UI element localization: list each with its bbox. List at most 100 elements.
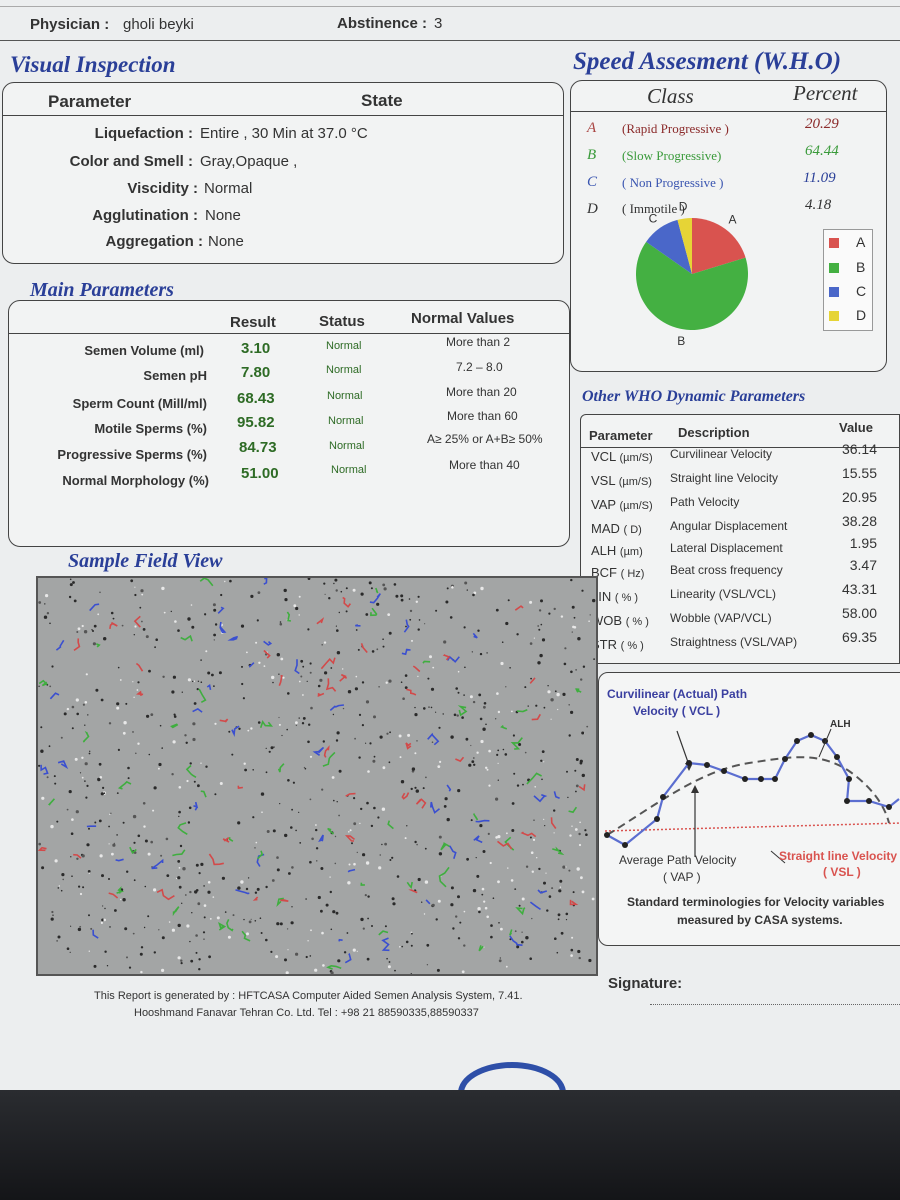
- dyn-desc-8: Straightness (VSL/VAP): [670, 635, 798, 649]
- speed-letter-c: C: [587, 174, 598, 190]
- legend-label-c: C: [856, 283, 867, 299]
- vap-label-line1: Average Path Velocity: [619, 853, 737, 867]
- field-particles: [38, 578, 596, 974]
- dyn-unit: ( Hz): [620, 568, 645, 580]
- col-parameter: Parameter: [48, 92, 132, 111]
- vcl-points: [604, 732, 892, 848]
- dyn-value-0: 36.14: [841, 441, 877, 457]
- footer-line1: This Report is generated by : HFTCASA Co…: [94, 990, 523, 1002]
- vsl-label-line1: Straight line Velocity: [779, 849, 898, 863]
- pie-slice-b: [636, 241, 748, 330]
- dyn-param-4: ALH (µm): [591, 543, 643, 558]
- vi-label-2: Viscidity :: [127, 180, 198, 197]
- mp-status-2: Normal: [327, 390, 363, 402]
- report-paper: Physician : gholi beyki Abstinence : 3 V…: [0, 0, 900, 1090]
- speed-percent-a: 20.29: [805, 116, 839, 132]
- main-parameters-box: Result Status Normal Values Semen Volume…: [8, 300, 570, 547]
- alh-label: ALH: [830, 719, 851, 730]
- legend-label-d: D: [856, 307, 867, 323]
- col-dyn-value: Value: [839, 420, 873, 435]
- col-state: State: [361, 91, 403, 110]
- dyn-value-4: 1.95: [849, 535, 877, 551]
- dyn-unit: (µm/S): [618, 476, 652, 488]
- dyn-param-5: BCF ( Hz): [591, 565, 644, 580]
- mp-normal-2: More than 20: [446, 385, 517, 399]
- vi-label-0: Liquefaction :: [94, 125, 193, 142]
- dynamic-parameters-title: Other WHO Dynamic Parameters: [582, 388, 806, 405]
- pie-label-d: D: [679, 201, 688, 214]
- pie-labels: A B C D: [649, 201, 737, 348]
- dyn-abbr: VAP: [591, 497, 616, 512]
- pie-slice-c: [646, 219, 692, 274]
- mp-status-4: Normal: [329, 440, 365, 452]
- mp-status-3: Normal: [328, 415, 364, 427]
- abstinence-value: 3: [434, 15, 443, 32]
- mp-normal-1: 7.2 – 8.0: [456, 360, 503, 374]
- vsl-arrow: [770, 850, 786, 864]
- dyn-unit: (µm/S): [619, 500, 653, 512]
- mp-label-4: Progressive Sperms (%): [57, 447, 207, 462]
- pie-label-a: A: [728, 212, 736, 226]
- pie-label-b: B: [677, 334, 685, 348]
- sample-field-canvas: [38, 578, 596, 974]
- col-dyn-description: Description: [678, 425, 750, 440]
- mp-result-1: 7.80: [241, 364, 271, 381]
- dyn-value-5: 3.47: [849, 557, 877, 573]
- speed-assessment-box: Class Percent A (Rapid Progressive ) 20.…: [570, 80, 887, 372]
- mp-label-5: Normal Morphology (%): [62, 473, 209, 488]
- dyn-param-3: MAD ( D): [591, 521, 642, 536]
- vsl-line: [604, 822, 900, 832]
- pie-slice-d: [677, 218, 692, 274]
- speed-percent-d: 4.18: [805, 197, 832, 213]
- mp-status-5: Normal: [331, 464, 367, 476]
- dyn-unit: (µm/S): [619, 452, 653, 464]
- dyn-desc-1: Straight line Velocity: [670, 471, 779, 485]
- mp-label-3: Motile Sperms (%): [94, 421, 207, 436]
- speed-letter-d: D: [587, 201, 598, 217]
- vcl-label-line2: Velocity ( VCL ): [633, 704, 721, 718]
- sample-field-title: Sample Field View: [68, 550, 223, 572]
- dyn-value-1: 15.55: [841, 465, 877, 481]
- logo-mark: [458, 1062, 566, 1090]
- col-class: Class: [647, 84, 694, 108]
- speed-letter-b: B: [587, 147, 597, 163]
- pie-legend: A B C D: [823, 229, 873, 331]
- alh-arrow: [818, 728, 832, 758]
- vi-value-2: Normal: [204, 180, 253, 197]
- dyn-value-3: 38.28: [841, 513, 877, 529]
- background-surface: [0, 1090, 900, 1200]
- dynamic-header-line: [581, 447, 899, 448]
- header-top-line: [0, 0, 900, 7]
- vi-label-1: Color and Smell :: [69, 153, 193, 170]
- vsl-label-line2: ( VSL ): [823, 865, 861, 879]
- vi-label-4: Aggregation :: [105, 233, 204, 250]
- signature-label: Signature:: [608, 975, 683, 992]
- speed-assessment-title: Speed Assesment (W.H.O): [573, 48, 842, 75]
- mp-result-0: 3.10: [241, 340, 271, 357]
- dyn-value-2: 20.95: [841, 489, 877, 505]
- dyn-value-6: 43.31: [841, 581, 877, 597]
- dyn-abbr: VCL: [591, 449, 616, 464]
- dyn-value-7: 58.00: [841, 605, 877, 621]
- main-parameters-title: Main Parameters: [30, 279, 174, 301]
- dyn-desc-0: Curvilinear Velocity: [670, 447, 773, 461]
- vcl-path: [606, 733, 900, 847]
- field-tracks: [38, 578, 586, 970]
- dyn-param-2: VAP (µm/S): [591, 497, 653, 512]
- vcl-label-line1: Curvilinear (Actual) Path: [607, 687, 748, 701]
- mp-result-3: 95.82: [237, 414, 275, 431]
- vcl-arrow: [676, 730, 690, 766]
- legend-swatch-d: [829, 311, 839, 321]
- dyn-unit: (µm): [619, 546, 643, 558]
- vi-value-0: Entire , 30 Min at 37.0 °C: [200, 125, 368, 142]
- abstinence-label: Abstinence :: [337, 15, 428, 32]
- dyn-desc-5: Beat cross frequency: [670, 563, 783, 577]
- dyn-abbr: VSL: [591, 473, 616, 488]
- dyn-param-7: WOB ( % ): [591, 613, 649, 628]
- velocity-diagram-box: Curvilinear (Actual) Path Velocity ( VCL…: [598, 672, 900, 946]
- footer-line2: Hooshmand Fanavar Tehran Co. Ltd. Tel : …: [134, 1007, 479, 1019]
- vi-value-3: None: [205, 207, 241, 224]
- mp-label-0: Semen Volume (ml): [84, 343, 204, 358]
- legend-swatch-b: [829, 263, 839, 273]
- diagram-caption-line1: Standard terminologies for Velocity vari…: [627, 895, 885, 909]
